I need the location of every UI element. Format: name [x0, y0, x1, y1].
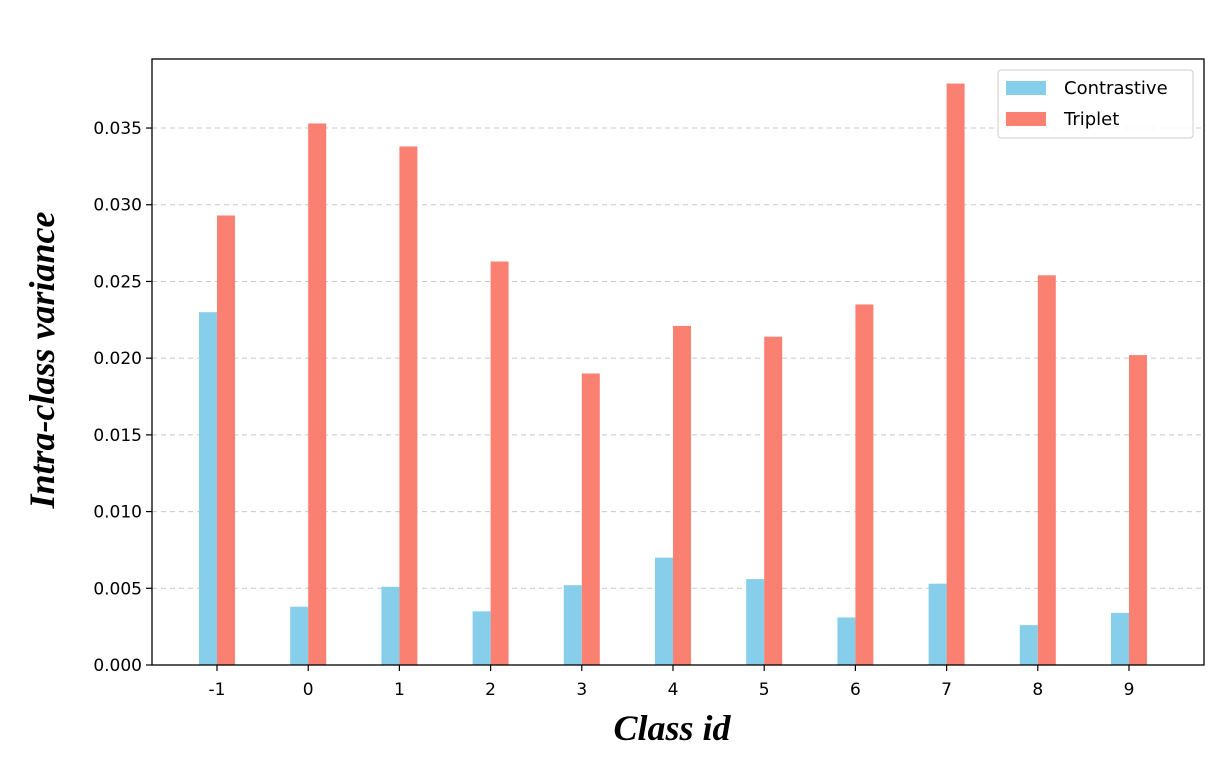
legend-swatch-triplet [1006, 112, 1046, 126]
x-tick-label: -1 [209, 680, 226, 700]
y-axis-title: Intra-class variance [22, 211, 62, 509]
y-tick-label: 0.000 [93, 656, 142, 676]
y-tick-label: 0.020 [93, 349, 142, 369]
bar-contrastive-0 [290, 606, 309, 665]
x-tick-label: 2 [485, 680, 496, 700]
y-tick-label: 0.035 [93, 119, 142, 139]
bar-triplet-3 [581, 373, 600, 665]
bar-contrastive-4 [655, 557, 673, 665]
x-tick-label: 8 [1032, 680, 1043, 700]
bar-contrastive-9 [1111, 612, 1129, 665]
bars [199, 83, 1147, 666]
bar-contrastive-8 [1019, 625, 1038, 665]
legend-swatch-contrastive [1006, 81, 1046, 95]
y-tick-label: 0.005 [93, 579, 142, 599]
bar-triplet-2 [490, 261, 509, 665]
x-tick-label: 0 [303, 680, 314, 700]
bar-triplet-4 [673, 325, 691, 665]
bar-contrastive--1 [199, 312, 217, 665]
x-tick-label: 9 [1124, 680, 1135, 700]
x-tick-label: 6 [850, 680, 861, 700]
legend-box [997, 69, 1194, 139]
y-tick-label: 0.030 [93, 196, 142, 216]
x-axis: -1 0 1 2 3 4 5 6 7 8 9 [209, 665, 1135, 700]
legend: Contrastive Triplet [997, 69, 1194, 139]
bar-triplet--1 [217, 215, 235, 665]
bar-contrastive-1 [381, 586, 400, 665]
bar-contrastive-5 [746, 579, 765, 665]
y-tick-label: 0.025 [93, 272, 142, 292]
bar-triplet-7 [946, 83, 965, 666]
y-axis: 0.000 0.005 0.010 0.015 0.020 0.025 0.030 0.035 [93, 119, 152, 676]
legend-label-triplet: Triplet [1063, 109, 1119, 130]
bar-contrastive-6 [837, 617, 856, 665]
bar-contrastive-7 [928, 583, 947, 665]
bar-triplet-9 [1129, 355, 1147, 665]
plot-frame [151, 58, 1205, 666]
x-tick-label: 5 [759, 680, 770, 700]
x-tick-label: 3 [576, 680, 587, 700]
bar-contrastive-3 [563, 585, 582, 665]
y-tick-label: 0.010 [93, 503, 142, 523]
bar-contrastive-2 [472, 611, 491, 665]
x-tick-label: 7 [941, 680, 952, 700]
bar-triplet-5 [764, 336, 783, 665]
bar-triplet-6 [855, 304, 874, 665]
bar-triplet-1 [399, 146, 418, 665]
bar-triplet-0 [308, 123, 327, 666]
x-axis-title: Class id [613, 708, 731, 748]
x-tick-label: 1 [394, 680, 405, 700]
bar-triplet-8 [1037, 275, 1056, 665]
x-tick-label: 4 [668, 680, 679, 700]
legend-label-contrastive: Contrastive [1064, 78, 1168, 99]
y-tick-label: 0.015 [93, 426, 142, 446]
